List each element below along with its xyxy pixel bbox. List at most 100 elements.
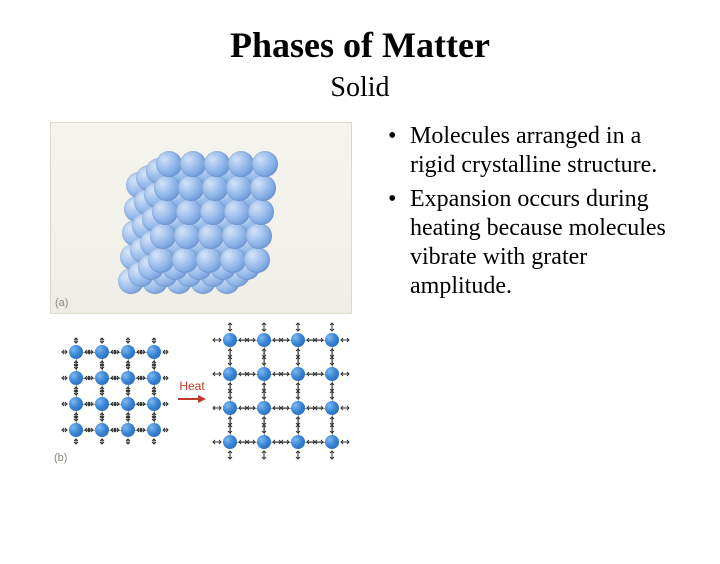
lattice-node — [95, 397, 109, 411]
lattice-node — [147, 345, 161, 359]
vibration-arrow-icon — [61, 427, 68, 433]
vibration-arrow-icon — [329, 390, 335, 400]
molecule-sphere — [204, 151, 230, 177]
lattice-node — [257, 401, 271, 415]
vibration-arrow-icon — [295, 450, 301, 460]
vibration-arrow-icon — [125, 438, 131, 445]
molecule-sphere — [174, 223, 200, 249]
vibration-arrow-icon — [261, 390, 267, 400]
lattice-node — [291, 401, 305, 415]
vibration-arrow-icon — [87, 349, 94, 355]
vibration-arrow-icon — [99, 438, 105, 445]
vibration-arrow-icon — [99, 337, 105, 344]
molecule-sphere — [178, 175, 204, 201]
molecule-sphere — [198, 223, 224, 249]
lattice-node — [257, 367, 271, 381]
lattice-node — [147, 423, 161, 437]
vibration-arrow-icon — [162, 427, 169, 433]
molecule-sphere — [250, 175, 276, 201]
lattice-node — [95, 423, 109, 437]
vibration-arrow-icon — [295, 356, 301, 366]
vibration-arrow-icon — [87, 427, 94, 433]
lattice-node — [147, 371, 161, 385]
lattice-node — [69, 423, 83, 437]
vibration-arrow-icon — [87, 401, 94, 407]
vibration-arrow-icon — [139, 427, 146, 433]
heat-indicator: Heat — [172, 379, 212, 403]
vibration-arrow-icon — [113, 427, 120, 433]
vibration-arrow-icon — [246, 405, 256, 411]
bullet-item: Molecules arranged in a rigid crystallin… — [388, 122, 680, 181]
vibration-arrow-icon — [314, 337, 324, 343]
lattice-before — [68, 344, 162, 438]
vibration-arrow-icon — [99, 415, 105, 422]
vibration-arrow-icon — [73, 389, 79, 396]
vibration-arrow-icon — [151, 438, 157, 445]
vibration-arrow-icon — [329, 356, 335, 366]
vibration-arrow-icon — [280, 337, 290, 343]
vibration-arrow-icon — [162, 349, 169, 355]
lattice-node — [325, 367, 339, 381]
lattice-node — [69, 371, 83, 385]
vibration-arrow-icon — [340, 439, 350, 445]
molecule-sphere — [154, 175, 180, 201]
vibration-arrow-icon — [162, 375, 169, 381]
vibration-arrow-icon — [139, 349, 146, 355]
vibration-arrow-icon — [125, 415, 131, 422]
vibration-arrow-icon — [261, 450, 267, 460]
bullet-item: Expansion occurs during heating because … — [388, 185, 680, 302]
vibration-arrow-icon — [151, 337, 157, 344]
vibration-arrow-icon — [139, 375, 146, 381]
vibration-arrow-icon — [212, 405, 222, 411]
lattice-pair: Heat — [68, 332, 340, 450]
vibration-arrow-icon — [246, 371, 256, 377]
figure-column: (a) Heat (b) — [50, 122, 370, 468]
vibration-arrow-icon — [212, 371, 222, 377]
molecule-sphere — [150, 223, 176, 249]
vibration-arrow-icon — [314, 371, 324, 377]
molecule-sphere — [220, 247, 246, 273]
page-title: Phases of Matter — [0, 24, 720, 66]
vibration-arrow-icon — [113, 401, 120, 407]
content-row: (a) Heat (b) Molecules arranged in a rig… — [0, 122, 720, 468]
page-subtitle: Solid — [0, 72, 720, 104]
vibration-arrow-icon — [295, 424, 301, 434]
molecule-sphere — [248, 199, 274, 225]
heat-arrow-icon — [178, 395, 206, 403]
lattice-node — [121, 371, 135, 385]
vibration-arrow-icon — [113, 375, 120, 381]
lattice-node — [121, 397, 135, 411]
lattice-node — [121, 345, 135, 359]
lattice-node — [223, 435, 237, 449]
lattice-node — [95, 345, 109, 359]
vibration-arrow-icon — [61, 401, 68, 407]
molecule-sphere — [224, 199, 250, 225]
molecule-sphere — [252, 151, 278, 177]
molecule-sphere — [222, 223, 248, 249]
vibration-arrow-icon — [314, 405, 324, 411]
vibration-arrow-icon — [151, 389, 157, 396]
lattice-after — [222, 332, 340, 450]
vibration-arrow-icon — [212, 337, 222, 343]
lattice-node — [325, 401, 339, 415]
vibration-arrow-icon — [314, 439, 324, 445]
vibration-arrow-icon — [99, 389, 105, 396]
vibration-arrow-icon — [212, 439, 222, 445]
vibration-arrow-icon — [340, 405, 350, 411]
vibration-arrow-icon — [73, 363, 79, 370]
vibration-arrow-icon — [280, 439, 290, 445]
molecule-sphere — [200, 199, 226, 225]
lattice-node — [291, 435, 305, 449]
lattice-node — [95, 371, 109, 385]
panel-b-vibration: Heat (b) — [50, 328, 350, 468]
panel-a-crystal: (a) — [50, 122, 352, 314]
panel-b-label: (b) — [54, 452, 67, 464]
vibration-arrow-icon — [261, 424, 267, 434]
vibration-arrow-icon — [151, 415, 157, 422]
vibration-arrow-icon — [125, 389, 131, 396]
vibration-arrow-icon — [261, 322, 267, 332]
vibration-arrow-icon — [227, 390, 233, 400]
lattice-node — [121, 423, 135, 437]
molecule-sphere — [172, 247, 198, 273]
vibration-arrow-icon — [329, 322, 335, 332]
